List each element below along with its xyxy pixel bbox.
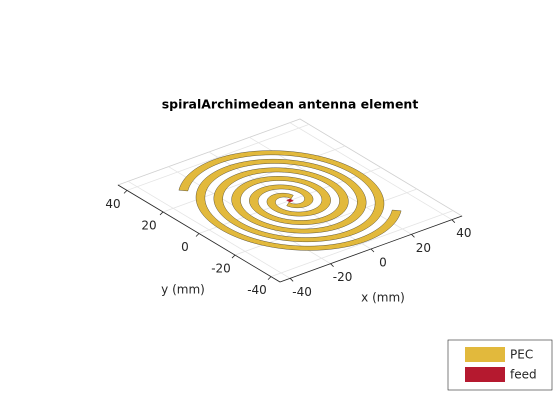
y-tick [267,276,272,280]
spiral-arm [178,150,385,242]
y-tick [195,233,200,237]
legend: PEC feed [447,339,553,391]
feed [286,198,294,203]
legend-swatch [465,367,505,382]
grid-line [126,124,310,191]
spiral-arm [195,159,402,251]
y-tick [123,190,128,194]
y-tick [159,211,164,216]
x-tick-label: 0 [379,256,387,270]
legend-swatch [465,347,505,362]
x-axis [279,215,463,283]
grid-line [270,210,454,277]
chart-title: spiralArchimedean antenna element [162,97,419,112]
legend-label: feed [510,368,537,382]
x-tick-label: -20 [333,270,353,284]
x-axis-label: x (mm) [361,291,405,305]
x-tick [451,219,456,223]
x-tick [289,278,294,282]
x-tick [330,263,334,267]
x-tick [411,234,415,238]
y-tick-label: 0 [181,240,189,254]
y-tick-label: -20 [211,262,231,276]
legend-label: PEC [510,348,533,362]
x-tick-label: -40 [292,285,312,299]
x-tick-label: 40 [456,226,471,240]
x-tick [370,248,375,253]
y-tick-label: -40 [247,283,267,297]
x-tick-label: 20 [416,241,431,255]
y-tick [231,254,236,259]
y-tick-label: 40 [105,197,120,211]
y-axis-label: y (mm) [161,283,205,297]
y-axis [117,184,281,283]
y-tick-label: 20 [141,218,156,232]
